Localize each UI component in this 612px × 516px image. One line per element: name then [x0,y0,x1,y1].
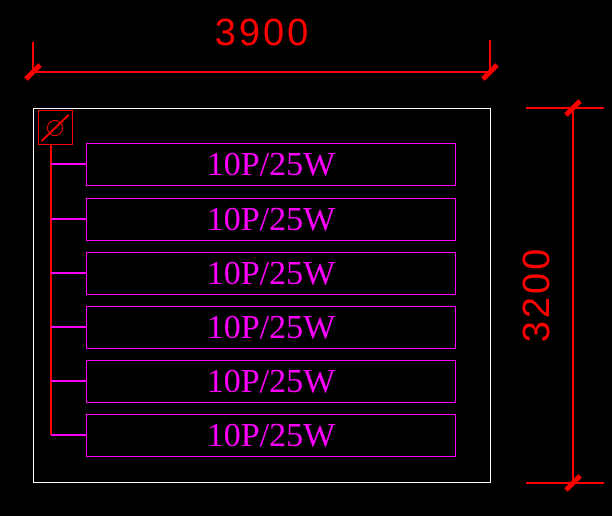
right-dimension-extension-line-top [526,107,604,109]
right-dimension-label: 3200 [516,245,558,343]
fixture-label: 10P/25W [206,362,336,400]
fixture-row: 10P/25W [86,360,456,403]
fixture-row: 10P/25W [86,414,456,457]
top-dimension-label: 3900 [214,12,312,54]
right-dimension-extension-line-bottom [526,482,604,484]
fixture-row: 10P/25W [86,306,456,349]
branch-line [51,218,86,220]
fixture-row: 10P/25W [86,198,456,241]
right-dimension-line [572,108,574,483]
feeder-riser-line [50,145,52,435]
branch-line [51,163,86,165]
fixture-label: 10P/25W [206,254,336,292]
fixture-label: 10P/25W [206,308,336,346]
distribution-symbol-box [38,110,73,145]
slash-stroke [40,114,70,142]
branch-line [51,326,86,328]
fixture-row: 10P/25W [86,143,456,186]
room-outline [33,108,491,483]
branch-line [51,272,86,274]
branch-line [51,434,86,436]
top-dimension-extension-line-left [32,42,34,72]
branch-line [51,380,86,382]
top-dimension-line [33,71,490,73]
fixture-label: 10P/25W [206,145,336,183]
circle-slash-icon [47,120,63,136]
fixture-row: 10P/25W [86,252,456,295]
fixture-label: 10P/25W [206,200,336,238]
top-dimension-extension-line-right [489,40,491,72]
fixture-label: 10P/25W [206,416,336,454]
